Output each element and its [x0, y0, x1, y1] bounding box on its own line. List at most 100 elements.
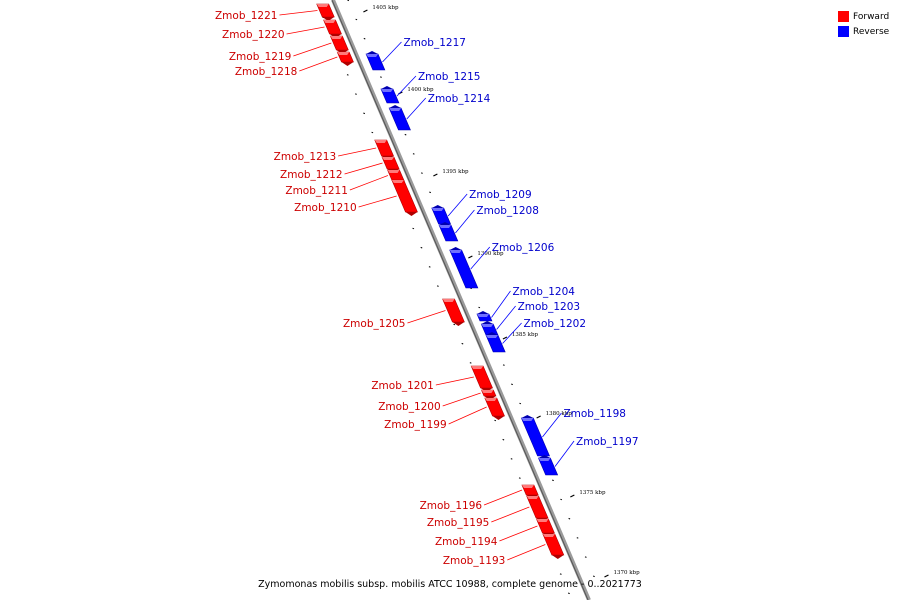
gene-zmob-1214	[388, 105, 411, 131]
minor-tick	[518, 477, 521, 479]
gene-zmob-1218	[336, 51, 354, 66]
minor-tick	[560, 498, 563, 501]
minor-tick	[363, 112, 366, 115]
tick-label: 1370 kbp	[613, 570, 640, 576]
gene-zmob-1209	[431, 205, 452, 225]
gene-zmob-1203	[480, 321, 499, 336]
tick-label: 1380 kbp	[546, 411, 573, 417]
leader-line	[499, 525, 538, 542]
minor-tick	[502, 438, 505, 441]
minor-tick	[469, 362, 472, 364]
gene-zmob-1217	[365, 51, 386, 71]
minor-tick	[494, 419, 497, 422]
minor-tick	[519, 402, 522, 405]
gene-label: Zmob_1203	[518, 301, 580, 313]
minor-tick	[371, 131, 374, 134]
leader-line	[483, 489, 523, 506]
gene-label: Zmob_1198	[563, 408, 625, 420]
leader-line	[496, 305, 516, 330]
gene-zmob-1215	[380, 86, 400, 104]
legend-forward-label: Forward	[853, 11, 890, 22]
minor-tick	[354, 93, 357, 95]
minor-tick	[502, 364, 505, 366]
leader-line	[507, 544, 546, 561]
leader-line	[286, 26, 325, 35]
gene-zmob-1219	[329, 35, 349, 54]
gene-label: Zmob_1218	[235, 66, 297, 78]
gene-label: Zmob_1210	[294, 202, 356, 214]
gene-zmob-1220	[323, 19, 342, 38]
gene-label: Zmob_1206	[492, 242, 555, 254]
minor-tick	[404, 133, 407, 136]
leader-line	[338, 147, 377, 157]
leader-line	[502, 322, 522, 344]
gene-zmob-1202	[485, 332, 506, 353]
gene-label: Zmob_1217	[403, 37, 465, 49]
gene-label: Zmob_1221	[215, 10, 277, 22]
gene-label: Zmob_1215	[418, 71, 480, 83]
leader-line	[542, 412, 562, 438]
minor-tick	[355, 18, 358, 21]
major-tick	[468, 255, 473, 259]
leader-line	[279, 10, 318, 16]
genome-backbone	[331, 0, 591, 600]
legend-forward: Forward	[838, 9, 889, 24]
gene-zmob-1205	[442, 298, 465, 326]
forward-swatch	[838, 11, 849, 22]
leader-line	[491, 290, 511, 318]
minor-tick	[511, 383, 513, 386]
minor-tick	[592, 575, 595, 578]
minor-tick	[420, 246, 423, 249]
genome-backbone-edge	[331, 0, 589, 600]
minor-tick	[568, 517, 571, 520]
minor-tick	[379, 76, 382, 78]
gene-label: Zmob_1202	[524, 318, 586, 330]
minor-tick	[347, 0, 350, 2]
gene-label: Zmob_1213	[274, 151, 336, 163]
gene-label: Zmob_1195	[427, 517, 489, 529]
leader-line	[407, 310, 446, 324]
leader-line	[344, 162, 383, 175]
gene-zmob-1197	[537, 455, 559, 476]
reverse-swatch	[838, 26, 849, 37]
leader-line	[382, 41, 402, 63]
tick-label: 1395 kbp	[442, 169, 469, 175]
gene-zmob-1208	[438, 222, 459, 242]
minor-tick	[510, 458, 513, 460]
leader-line	[448, 406, 487, 425]
tick-label: 1405 kbp	[372, 5, 399, 11]
minor-tick	[412, 227, 415, 230]
minor-tick	[559, 573, 562, 575]
gene-label: Zmob_1212	[280, 169, 342, 181]
leader-line	[293, 42, 332, 57]
gene-label: Zmob_1208	[476, 205, 538, 217]
minor-tick	[478, 306, 481, 309]
gene-label: Zmob_1194	[435, 536, 498, 548]
leader-line	[435, 376, 474, 386]
leader-line	[358, 195, 397, 208]
gene-label: Zmob_1199	[384, 419, 446, 431]
leader-line	[491, 506, 530, 523]
gene-zmob-1193	[542, 533, 565, 559]
leader-line	[447, 193, 468, 217]
minor-tick	[453, 323, 456, 326]
leader-line	[396, 75, 417, 97]
minor-tick	[567, 592, 570, 595]
gene-zmob-1199	[484, 397, 505, 420]
tick-label: 1385 kbp	[512, 332, 539, 338]
map-caption: Zymomonas mobilis subsp. mobilis ATCC 10…	[0, 579, 900, 590]
caption-text: Zymomonas mobilis subsp. mobilis ATCC 10…	[258, 579, 642, 590]
major-tick	[536, 415, 541, 419]
gene-label: Zmob_1196	[420, 500, 483, 512]
gene-label: Zmob_1193	[443, 555, 505, 567]
leader-line	[455, 209, 475, 234]
leader-line	[442, 392, 481, 407]
minor-tick	[429, 191, 432, 194]
gene-label: Zmob_1197	[576, 436, 638, 448]
leader-line	[470, 246, 491, 270]
minor-tick	[576, 537, 579, 539]
gene-label: Zmob_1220	[222, 29, 284, 41]
tick-label: 1375 kbp	[579, 490, 606, 496]
major-tick	[433, 173, 438, 177]
major-tick	[604, 574, 609, 578]
